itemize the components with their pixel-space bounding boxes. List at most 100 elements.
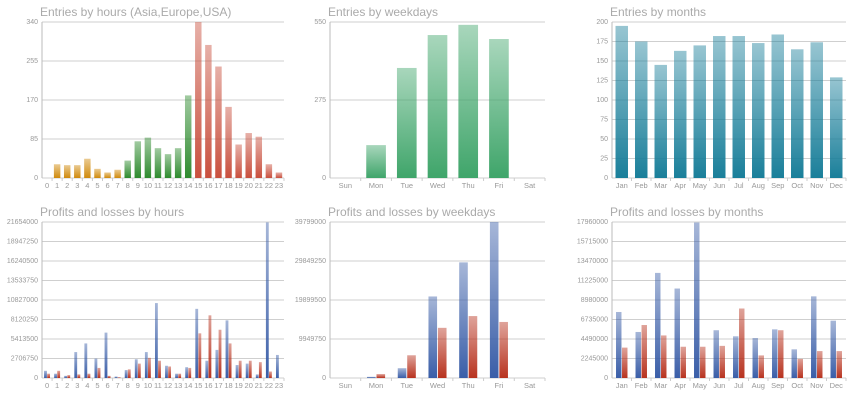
bar <box>674 288 680 378</box>
x-tick-label: Wed <box>430 181 445 190</box>
x-tick-label: Aug <box>752 381 765 390</box>
y-tick-label: 0 <box>34 375 38 382</box>
x-tick-label: 12 <box>164 381 172 390</box>
bar <box>732 36 745 178</box>
y-tick-label: 6735000 <box>581 316 608 323</box>
y-tick-label: 175 <box>596 38 608 45</box>
x-tick-label: Jan <box>616 181 628 190</box>
x-tick-label: 18 <box>224 381 232 390</box>
y-tick-label: 39799000 <box>295 219 326 226</box>
y-tick-label: 125 <box>596 77 608 84</box>
y-tick-label: 8120250 <box>11 316 38 323</box>
x-tick-label: Sun <box>339 181 352 190</box>
bar <box>137 363 141 378</box>
y-tick-label: 340 <box>26 19 38 26</box>
bar <box>661 335 667 378</box>
x-tick-label: 12 <box>164 181 172 190</box>
x-tick-label: Feb <box>635 181 648 190</box>
bar <box>275 354 279 378</box>
bar <box>791 49 804 178</box>
chart-title: Profits and losses by weekdays <box>328 205 495 219</box>
bar <box>107 375 111 378</box>
x-tick-label: Sep <box>771 181 784 190</box>
bar <box>622 347 628 378</box>
y-tick-label: 150 <box>596 58 608 65</box>
x-tick-label: 23 <box>275 181 283 190</box>
bar <box>134 141 142 178</box>
bar <box>144 137 152 178</box>
y-tick-label: 13533750 <box>7 277 38 284</box>
bar <box>67 375 71 378</box>
bar <box>265 222 269 378</box>
bar <box>154 148 162 178</box>
bar <box>235 365 239 378</box>
x-tick-label: 14 <box>184 181 192 190</box>
bar <box>428 296 438 378</box>
bar <box>275 172 283 178</box>
y-tick-label: 0 <box>604 375 608 382</box>
x-tick-label: Dec <box>830 381 844 390</box>
bar <box>791 349 797 378</box>
bar <box>215 66 222 178</box>
bar <box>367 376 376 378</box>
y-tick-label: 17960000 <box>577 219 608 226</box>
y-tick-label: 9949750 <box>299 336 326 343</box>
x-tick-label: 14 <box>184 381 192 390</box>
bar <box>124 370 128 378</box>
y-tick-label: 2706750 <box>11 355 38 362</box>
x-tick-label: 23 <box>275 381 283 390</box>
bar <box>144 352 148 378</box>
x-tick-label: Nov <box>810 381 824 390</box>
bar <box>134 359 138 378</box>
x-tick-label: 6 <box>105 181 109 190</box>
x-tick-label: May <box>693 181 707 190</box>
x-tick-label: 1 <box>55 181 59 190</box>
y-tick-label: 10827000 <box>7 297 38 304</box>
bar <box>47 373 51 378</box>
x-tick-label: Thu <box>462 181 475 190</box>
x-tick-label: Apr <box>674 381 686 390</box>
x-tick-label: 10 <box>144 381 152 390</box>
x-tick-label: 6 <box>105 381 109 390</box>
y-tick-label: 18947250 <box>7 238 38 245</box>
x-tick-label: 11 <box>154 181 162 190</box>
bar <box>376 374 386 378</box>
x-tick-label: 20 <box>245 181 253 190</box>
bar <box>836 351 842 378</box>
bar <box>228 343 232 378</box>
x-tick-label: 9 <box>136 181 140 190</box>
bar <box>185 367 189 378</box>
bar <box>114 376 118 378</box>
bar <box>165 365 168 378</box>
x-tick-label: Sat <box>524 381 536 390</box>
bar <box>208 315 212 378</box>
x-tick-label: 3 <box>75 381 79 390</box>
bar <box>178 373 182 378</box>
x-tick-label: Aug <box>752 181 765 190</box>
x-tick-label: 20 <box>245 381 253 390</box>
y-tick-label: 13470000 <box>577 258 608 265</box>
x-tick-label: 16 <box>204 381 212 390</box>
x-tick-label: 15 <box>194 181 202 190</box>
bar <box>752 43 765 179</box>
bar <box>63 165 71 178</box>
bar <box>265 164 273 178</box>
x-tick-label: Apr <box>674 181 686 190</box>
x-tick-label: Thu <box>462 381 475 390</box>
x-tick-label: 15 <box>194 381 202 390</box>
x-tick-label: Jun <box>713 181 725 190</box>
y-tick-label: 0 <box>322 375 326 382</box>
bar <box>680 346 686 378</box>
bar <box>54 373 57 378</box>
bar <box>235 144 242 178</box>
y-tick-label: 4490000 <box>581 336 608 343</box>
bar <box>94 358 98 378</box>
x-tick-label: Jan <box>616 381 628 390</box>
bar <box>772 329 778 378</box>
y-tick-label: 100 <box>596 97 608 104</box>
y-tick-label: 25 <box>600 155 608 162</box>
y-tick-label: 8980000 <box>581 297 608 304</box>
x-tick-label: 13 <box>174 181 182 190</box>
x-tick-label: Feb <box>635 381 648 390</box>
y-tick-label: 5413500 <box>11 336 38 343</box>
